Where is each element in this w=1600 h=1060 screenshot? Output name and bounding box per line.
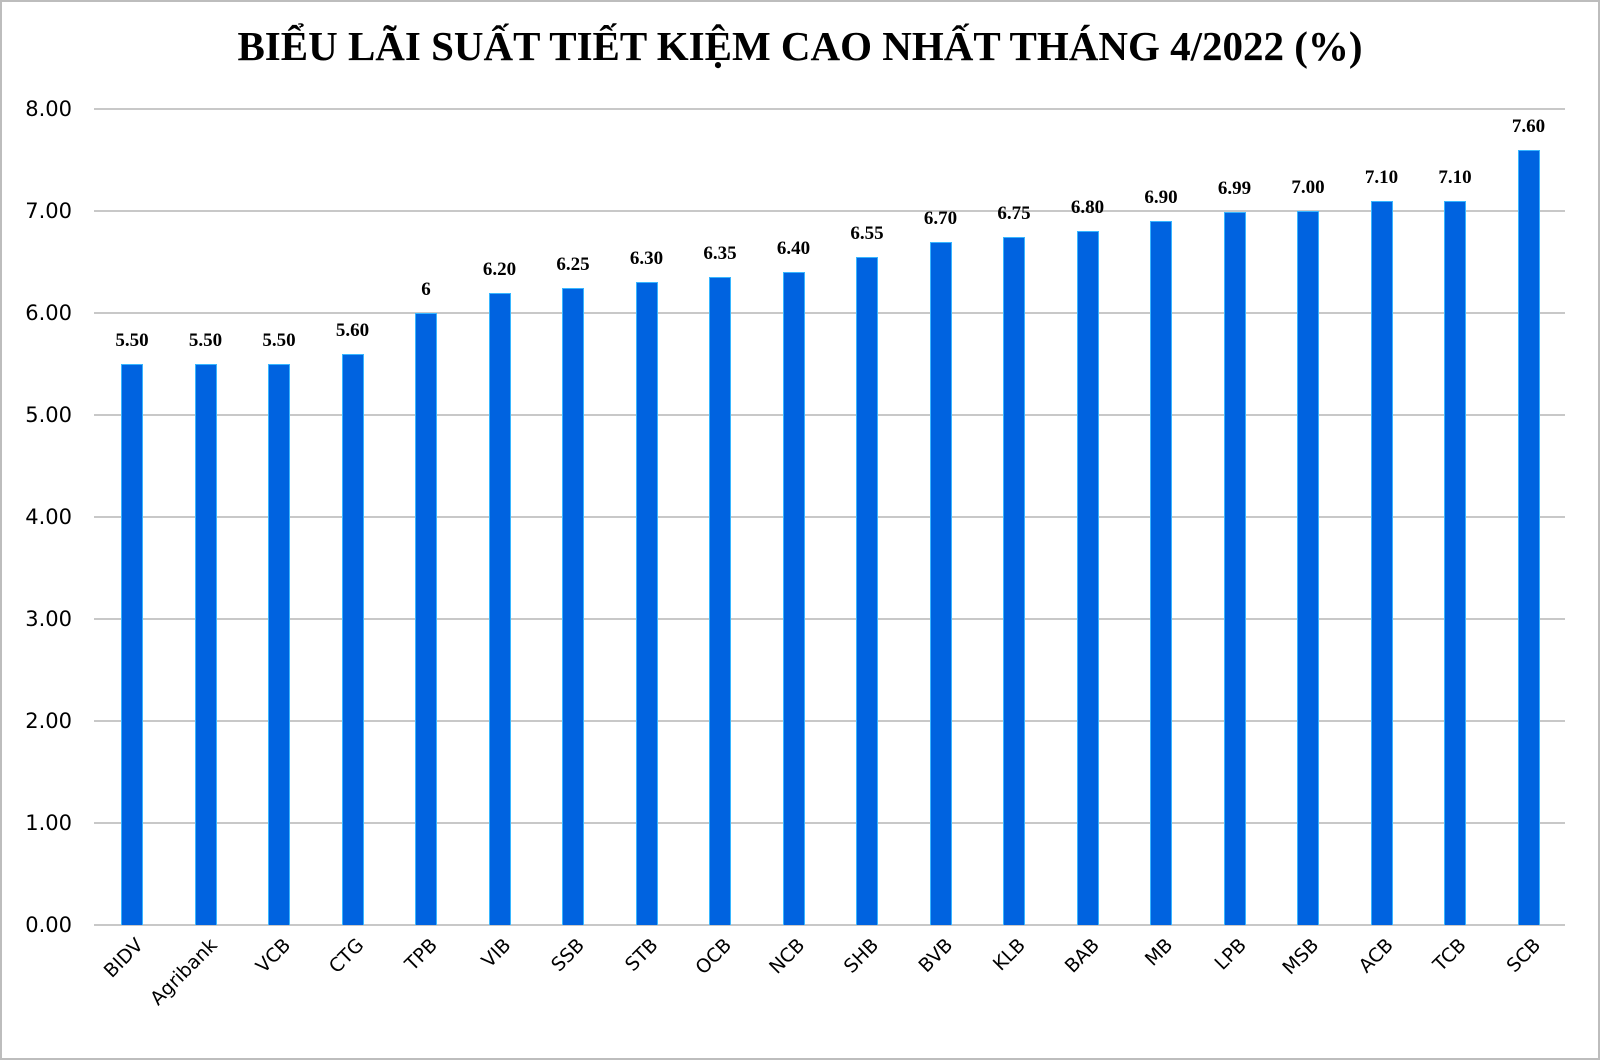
data-label: 7.10 — [1364, 166, 1399, 188]
data-label: 6.20 — [482, 258, 517, 280]
bar-ncb — [782, 272, 805, 925]
gridline — [94, 720, 1565, 722]
x-tick-label: SSB — [547, 934, 589, 977]
bar-bvb — [929, 241, 952, 925]
x-tick-label: Agribank — [145, 934, 222, 1010]
x-tick-label: TPB — [400, 934, 442, 976]
gridline — [94, 210, 1565, 212]
data-label: 6.80 — [1070, 197, 1105, 219]
gridline — [94, 924, 1565, 926]
y-tick-label: 0.00 — [25, 913, 72, 937]
x-tick-label: NCB — [764, 934, 809, 979]
bar-ocb — [709, 277, 731, 925]
bar-shb — [856, 256, 878, 925]
x-tick-label: BVB — [913, 934, 957, 977]
gridline — [94, 516, 1565, 518]
chart-title: BIỂU LÃI SUẤT TIẾT KIỆM CAO NHẤT THÁNG 4… — [237, 23, 1363, 69]
data-label: 7.60 — [1511, 115, 1546, 137]
y-tick-label: 5.00 — [25, 403, 72, 427]
gridline — [94, 108, 1565, 110]
data-label: 6.99 — [1217, 178, 1252, 200]
data-label: 6.55 — [850, 222, 884, 244]
data-label: 6.25 — [556, 253, 590, 275]
x-tick-label: VIB — [476, 934, 515, 973]
y-tick-label: 1.00 — [25, 811, 72, 835]
data-label: 5.60 — [335, 319, 370, 341]
gridline — [94, 618, 1565, 620]
x-tick-label: VCB — [251, 934, 296, 978]
bar-mb — [1150, 221, 1172, 925]
x-tick-label: BAB — [1060, 934, 1104, 978]
x-tick-label: MSB — [1278, 934, 1324, 980]
y-tick-label: 2.00 — [25, 709, 72, 733]
x-tick-label: TCB — [1428, 934, 1471, 976]
data-label: 6.90 — [1144, 187, 1178, 209]
bar-vib — [488, 292, 511, 925]
y-tick-label: 7.00 — [25, 199, 72, 223]
bar-agribank — [194, 364, 217, 925]
bar-stb — [635, 282, 658, 925]
data-label: 5.50 — [262, 330, 296, 351]
x-tick-label: SCB — [1501, 934, 1545, 977]
x-tick-label: MB — [1140, 934, 1178, 971]
bar-tpb — [415, 313, 437, 925]
data-label: 7.10 — [1438, 166, 1472, 188]
y-tick-label: 8.00 — [25, 97, 72, 121]
bar-tcb — [1444, 200, 1466, 925]
data-label: 6.70 — [923, 207, 958, 229]
gridline — [94, 414, 1565, 416]
data-label: 6.75 — [997, 202, 1031, 224]
x-tick-label: LPB — [1209, 934, 1251, 975]
x-tick-label: STB — [620, 934, 662, 976]
x-tick-label: BIDV — [99, 934, 148, 983]
data-label: 6.35 — [703, 243, 737, 265]
bar-acb — [1370, 200, 1393, 925]
gridline — [94, 312, 1565, 314]
x-tick-label: CTG — [324, 934, 368, 978]
gridline — [94, 822, 1565, 824]
bar-ssb — [562, 287, 584, 925]
x-tick-label: OCB — [691, 934, 737, 979]
data-label: 6 — [421, 279, 431, 300]
data-label: 6.40 — [776, 238, 811, 260]
data-label: 6.30 — [629, 248, 664, 270]
x-tick-label: SHB — [839, 934, 884, 978]
data-label: 5.50 — [115, 330, 149, 351]
bar-lpb — [1223, 212, 1246, 925]
bar-bidv — [121, 364, 143, 925]
y-tick-label: 6.00 — [25, 301, 72, 325]
data-label: 5.50 — [188, 330, 223, 351]
bar-ctg — [341, 353, 364, 925]
bar-klb — [1003, 236, 1025, 925]
x-tick-label: KLB — [988, 934, 1030, 976]
x-tick-label: ACB — [1354, 934, 1398, 978]
data-label: 7.00 — [1291, 177, 1325, 198]
bar-scb — [1517, 149, 1540, 925]
bar-vcb — [268, 364, 290, 925]
bar-bab — [1076, 231, 1099, 925]
bar-msb — [1297, 211, 1319, 925]
y-tick-label: 3.00 — [25, 607, 72, 631]
y-tick-label: 4.00 — [25, 505, 72, 529]
